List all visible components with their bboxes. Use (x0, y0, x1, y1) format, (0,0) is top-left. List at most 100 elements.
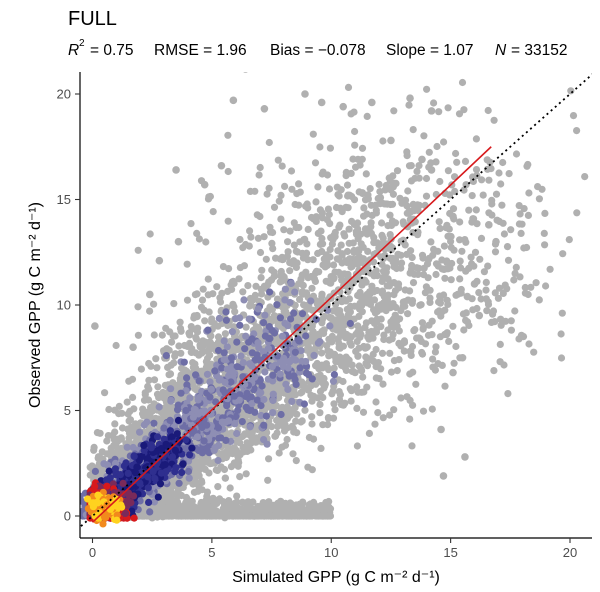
data-point (150, 300, 158, 308)
data-point (224, 131, 232, 139)
data-point (118, 409, 126, 417)
data-point (115, 402, 123, 410)
data-point (318, 247, 326, 256)
data-point (409, 200, 417, 208)
data-point (417, 301, 425, 309)
data-point (199, 347, 208, 356)
data-point (431, 348, 439, 356)
data-point (265, 455, 273, 463)
data-point (170, 300, 178, 308)
data-point (461, 157, 470, 165)
data-point (382, 200, 390, 208)
data-point (172, 382, 180, 390)
data-point (408, 299, 416, 307)
data-point (281, 441, 290, 449)
data-point (456, 275, 464, 283)
data-point (345, 282, 353, 290)
data-point (204, 291, 212, 299)
stat-rmse: RMSE = 1.96 (154, 42, 247, 59)
data-point (449, 205, 458, 213)
data-point (277, 191, 285, 199)
data-point (334, 316, 342, 324)
data-point (371, 309, 379, 317)
data-point (276, 272, 284, 280)
data-point (351, 369, 359, 377)
data-point (559, 250, 567, 258)
data-point (233, 492, 241, 500)
data-point (246, 302, 254, 310)
data-point (329, 377, 338, 385)
data-point (347, 397, 355, 405)
data-point (465, 321, 473, 330)
data-point (298, 289, 306, 297)
data-point (386, 411, 394, 419)
data-point (317, 502, 325, 510)
data-point (318, 349, 326, 357)
data-point (278, 403, 286, 411)
data-point (388, 200, 397, 208)
data-point (282, 308, 290, 316)
data-point (512, 263, 520, 271)
data-point (326, 245, 334, 254)
data-point (225, 265, 233, 273)
data-point (193, 290, 201, 298)
data-point (196, 510, 204, 518)
data-point (401, 302, 409, 310)
data-point (565, 236, 573, 244)
data-point (334, 336, 342, 344)
data-point (390, 406, 398, 414)
stat-n-label: N (495, 42, 507, 59)
data-point (396, 315, 404, 323)
data-point (336, 296, 345, 304)
data-point (325, 335, 333, 343)
data-point (177, 491, 186, 500)
data-point (323, 363, 332, 371)
data-point (301, 406, 309, 414)
data-point (470, 262, 478, 270)
data-point (383, 295, 391, 303)
data-point (380, 335, 388, 344)
data-point (365, 429, 373, 437)
data-point (194, 467, 202, 475)
data-point (573, 127, 581, 135)
data-point (284, 238, 292, 246)
stat-r2-superscript: 2 (79, 38, 85, 49)
data-point (456, 236, 464, 244)
data-point (377, 305, 385, 313)
data-point (422, 174, 431, 183)
data-point (484, 300, 493, 308)
data-point (181, 501, 189, 509)
data-point (342, 297, 350, 305)
data-point (326, 348, 334, 356)
data-point (385, 174, 393, 182)
data-point (190, 488, 198, 496)
data-point (185, 474, 193, 482)
data-point (361, 276, 369, 284)
data-point (472, 166, 481, 174)
data-point (458, 78, 467, 87)
data-point (516, 210, 524, 218)
data-point (488, 196, 496, 204)
data-point (462, 267, 470, 275)
data-point (462, 316, 470, 324)
data-point (286, 259, 294, 267)
data-point (375, 180, 383, 188)
data-point (225, 502, 233, 510)
data-point (472, 135, 480, 143)
data-point (541, 209, 549, 217)
data-point (383, 282, 391, 290)
data-point (379, 380, 387, 388)
data-point (427, 159, 435, 167)
data-point (213, 283, 221, 291)
data-point (291, 200, 299, 209)
plot-panel (80, 72, 592, 529)
data-point (221, 512, 229, 520)
data-point (444, 232, 452, 240)
data-point (350, 108, 358, 116)
data-point (457, 264, 465, 272)
data-point (524, 290, 532, 299)
data-point (440, 291, 448, 299)
data-point (502, 317, 510, 325)
data-point (421, 201, 429, 209)
